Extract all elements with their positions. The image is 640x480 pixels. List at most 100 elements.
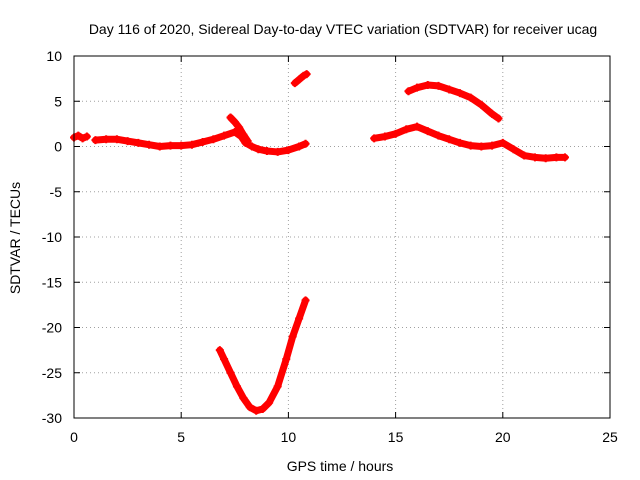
- data-point: [509, 145, 518, 154]
- chart-title: Day 116 of 2020, Sidereal Day-to-day VTE…: [89, 21, 597, 37]
- data-point: [530, 153, 539, 162]
- series-arc-5: [215, 296, 310, 415]
- series-arc-4: [290, 70, 311, 88]
- data-point: [123, 137, 132, 146]
- data-point: [302, 70, 311, 79]
- data-point: [413, 83, 422, 92]
- data-point: [258, 404, 267, 413]
- data-point: [301, 139, 310, 148]
- data-point: [230, 118, 239, 127]
- data-point: [295, 142, 304, 151]
- data-point: [215, 346, 224, 355]
- data-point: [239, 394, 248, 403]
- x-tick-label: 25: [602, 429, 618, 445]
- data-point: [434, 131, 443, 140]
- data-point: [290, 79, 299, 88]
- data-point: [301, 296, 310, 305]
- data-point: [239, 130, 248, 139]
- data-point: [488, 109, 497, 118]
- data-point: [477, 142, 486, 151]
- data-point: [220, 355, 229, 364]
- y-tick-label: -30: [42, 410, 62, 426]
- data-point: [370, 134, 379, 143]
- data-point: [254, 145, 263, 154]
- y-axis-label: SDTVAR / TECUs: [7, 182, 23, 294]
- data-point: [477, 100, 486, 109]
- data-point: [455, 138, 464, 147]
- data-series: [70, 70, 569, 415]
- axis-ticks: 0 5 10 15 20 25 -30 -25 -20 -15 -10 -5 0 5 10: [42, 48, 618, 445]
- data-point: [177, 141, 186, 150]
- x-tick-label: 5: [177, 429, 185, 445]
- data-point: [295, 75, 304, 84]
- data-point: [273, 382, 282, 391]
- data-point: [466, 93, 475, 102]
- x-axis-label: GPS time / hours: [287, 458, 394, 474]
- data-point: [288, 332, 297, 341]
- series-arc-2: [91, 128, 310, 156]
- data-point: [209, 135, 218, 144]
- data-point: [520, 151, 529, 160]
- data-point: [552, 153, 561, 162]
- data-point: [220, 131, 229, 140]
- data-point: [230, 128, 239, 137]
- data-point: [494, 114, 503, 123]
- y-tick-label: -10: [42, 229, 62, 245]
- data-point: [455, 89, 464, 98]
- data-point: [488, 141, 497, 150]
- data-point: [391, 129, 400, 138]
- x-tick-label: 0: [70, 429, 78, 445]
- data-point: [78, 134, 87, 143]
- x-tick-label: 20: [495, 429, 511, 445]
- data-point: [413, 122, 422, 131]
- data-point: [560, 153, 569, 162]
- data-point: [402, 125, 411, 134]
- data-point: [232, 382, 241, 391]
- data-point: [155, 142, 164, 151]
- y-tick-label: -25: [42, 365, 62, 381]
- data-point: [198, 137, 207, 146]
- x-tick-label: 10: [281, 429, 297, 445]
- data-point: [235, 123, 244, 132]
- y-tick-label: -15: [42, 274, 62, 290]
- data-point: [252, 406, 261, 415]
- y-tick-label: -20: [42, 320, 62, 336]
- series-band: [404, 81, 503, 122]
- data-point: [284, 146, 293, 155]
- data-point: [243, 137, 252, 146]
- data-point: [445, 85, 454, 94]
- data-point: [262, 147, 271, 156]
- data-point: [541, 154, 550, 163]
- series-arc-1: [70, 131, 91, 143]
- data-point: [226, 368, 235, 377]
- data-point: [423, 127, 432, 136]
- data-point: [134, 138, 143, 147]
- y-tick-label: -5: [50, 184, 63, 200]
- data-point: [380, 132, 389, 141]
- x-tick-label: 15: [388, 429, 404, 445]
- data-point: [91, 136, 100, 145]
- data-point: [187, 140, 196, 149]
- data-point: [273, 147, 282, 156]
- data-point: [434, 81, 443, 90]
- y-tick-label: 0: [54, 139, 62, 155]
- data-point: [445, 135, 454, 144]
- data-point: [82, 132, 91, 141]
- data-point: [247, 142, 256, 151]
- data-point: [112, 135, 121, 144]
- data-point: [423, 80, 432, 89]
- data-point: [226, 113, 235, 122]
- data-point: [265, 398, 274, 407]
- data-point: [404, 87, 413, 96]
- data-point: [74, 131, 83, 140]
- series-arc-6: [370, 122, 569, 163]
- data-point: [466, 141, 475, 150]
- data-point: [166, 141, 175, 150]
- data-point: [295, 314, 304, 323]
- grid-lines: [74, 56, 610, 418]
- data-point: [145, 140, 154, 149]
- data-point: [282, 355, 291, 364]
- data-point: [498, 138, 507, 147]
